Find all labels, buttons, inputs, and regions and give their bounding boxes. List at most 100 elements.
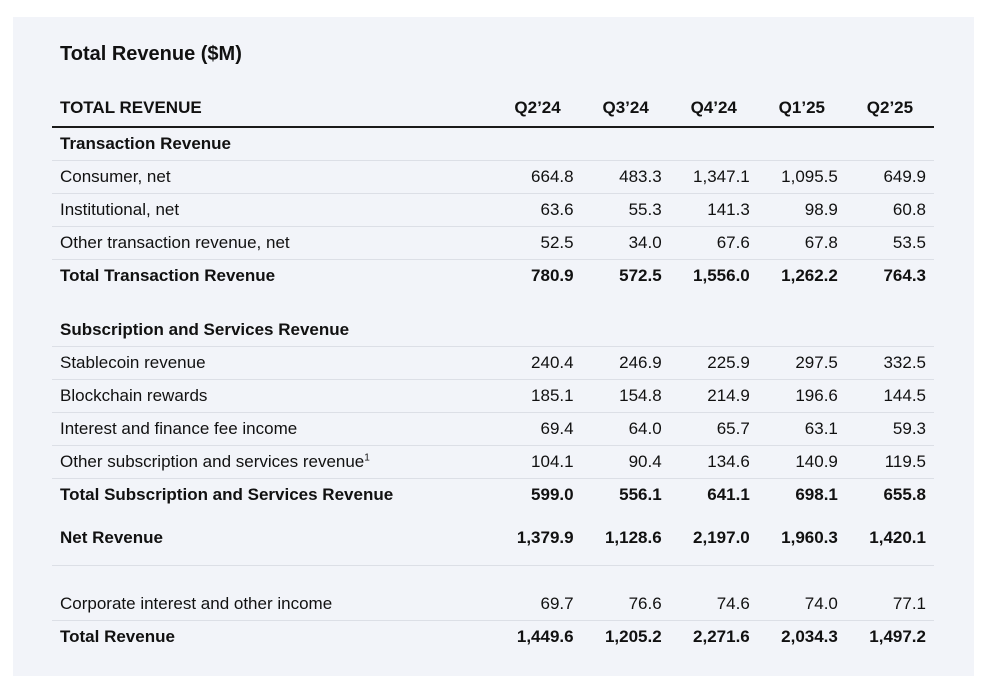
row-label: Consumer, net <box>52 160 494 194</box>
cell-value: 2,271.6 <box>693 627 750 646</box>
cell-value: 214.9 <box>669 379 758 413</box>
cell-value: 74.0 <box>757 588 846 621</box>
cell-value: 64.0 <box>581 412 670 446</box>
cell-value: 74.6 <box>669 588 758 621</box>
cell-value: 572.5 <box>619 266 662 285</box>
cell-value: 297.5 <box>757 346 846 380</box>
row-label: Interest and finance fee income <box>52 412 494 446</box>
table-row: Other subscription and services revenue1… <box>52 445 934 479</box>
cell-value: 2,034.3 <box>781 627 838 646</box>
row-label: Blockchain rewards <box>52 379 494 413</box>
table-row: Corporate interest and other income 69.7… <box>52 588 934 621</box>
revenue-table: TOTAL REVENUE Q2’24 Q3’24 Q4’24 Q1’25 Q2… <box>52 89 934 653</box>
cell-value: 764.3 <box>883 266 926 285</box>
header-period: Q1’25 <box>757 89 846 128</box>
cell-value: 63.6 <box>493 193 582 227</box>
row-label: Net Revenue <box>52 511 494 566</box>
cell-value: 59.3 <box>845 412 934 446</box>
cell-value: 65.7 <box>669 412 758 446</box>
net-revenue-row: Net Revenue 1,379.9 1,128.6 2,197.0 1,96… <box>52 511 934 566</box>
section-heading: Transaction Revenue <box>52 127 494 161</box>
row-label-text: Other subscription and services revenue <box>60 452 365 471</box>
cell-value: 119.5 <box>845 445 934 479</box>
cell-value: 1,379.9 <box>493 511 582 566</box>
cell-value: 1,960.3 <box>757 511 846 566</box>
table-row: Other transaction revenue, net 52.5 34.0… <box>52 226 934 260</box>
cell-value: 483.3 <box>581 160 670 194</box>
cell-value: 90.4 <box>581 445 670 479</box>
cell-value: 1,497.2 <box>869 627 926 646</box>
table-row: Institutional, net 63.6 55.3 141.3 98.9 … <box>52 193 934 227</box>
cell-value: 641.1 <box>707 485 750 504</box>
cell-value: 240.4 <box>493 346 582 380</box>
cell-value: 1,095.5 <box>757 160 846 194</box>
cell-value: 664.8 <box>493 160 582 194</box>
cell-value: 98.9 <box>757 193 846 227</box>
row-label: Total Transaction Revenue <box>60 266 276 285</box>
total-row: Total Transaction Revenue 780.9 572.5 1,… <box>52 260 934 293</box>
cell-value: 1,128.6 <box>581 511 670 566</box>
cell-value: 1,556.0 <box>693 266 750 285</box>
row-label: Corporate interest and other income <box>52 588 494 621</box>
row-label: Total Revenue <box>60 627 175 646</box>
spacer-row <box>52 292 934 314</box>
header-row: TOTAL REVENUE Q2’24 Q3’24 Q4’24 Q1’25 Q2… <box>52 89 934 128</box>
row-label: Stablecoin revenue <box>52 346 494 380</box>
table-row: Stablecoin revenue 240.4 246.9 225.9 297… <box>52 346 934 380</box>
header-label: TOTAL REVENUE <box>52 89 494 128</box>
cell-value: 104.1 <box>493 445 582 479</box>
row-label: Other transaction revenue, net <box>52 226 494 260</box>
total-revenue-row: Total Revenue 1,449.6 1,205.2 2,271.6 2,… <box>52 621 934 654</box>
cell-value: 134.6 <box>669 445 758 479</box>
footnote-marker: 1 <box>364 452 370 464</box>
cell-value: 1,347.1 <box>669 160 758 194</box>
cell-value: 67.8 <box>757 226 846 260</box>
cell-value: 698.1 <box>795 485 838 504</box>
cell-value: 67.6 <box>669 226 758 260</box>
section-heading-row: Subscription and Services Revenue <box>52 314 934 347</box>
row-label: Total Subscription and Services Revenue <box>60 485 394 504</box>
cell-value: 52.5 <box>493 226 582 260</box>
cell-value: 53.5 <box>845 226 934 260</box>
table-row: Consumer, net 664.8 483.3 1,347.1 1,095.… <box>52 160 934 194</box>
row-label: Institutional, net <box>52 193 494 227</box>
cell-value: 649.9 <box>845 160 934 194</box>
cell-value: 780.9 <box>531 266 574 285</box>
cell-value: 1,420.1 <box>845 511 934 566</box>
table-row: Interest and finance fee income 69.4 64.… <box>52 412 934 446</box>
section-heading-row: Transaction Revenue <box>52 127 934 161</box>
header-period: Q3’24 <box>581 89 670 128</box>
cell-value: 154.8 <box>581 379 670 413</box>
cell-value: 246.9 <box>581 346 670 380</box>
cell-value: 63.1 <box>757 412 846 446</box>
cell-value: 599.0 <box>531 485 574 504</box>
cell-value: 332.5 <box>845 346 934 380</box>
spacer-row <box>52 566 934 589</box>
table-row: Blockchain rewards 185.1 154.8 214.9 196… <box>52 379 934 413</box>
cell-value: 34.0 <box>581 226 670 260</box>
cell-value: 196.6 <box>757 379 846 413</box>
cell-value: 2,197.0 <box>669 511 758 566</box>
cell-value: 1,262.2 <box>781 266 838 285</box>
cell-value: 655.8 <box>883 485 926 504</box>
cell-value: 55.3 <box>581 193 670 227</box>
row-label: Other subscription and services revenue1 <box>52 445 494 479</box>
cell-value: 185.1 <box>493 379 582 413</box>
cell-value: 144.5 <box>845 379 934 413</box>
cell-value: 69.7 <box>493 588 582 621</box>
cell-value: 1,449.6 <box>516 627 574 646</box>
revenue-card: Total Revenue ($M) TOTAL REVENUE Q2’24 Q… <box>13 17 974 676</box>
cell-value: 76.6 <box>581 588 670 621</box>
page-title: Total Revenue ($M) <box>60 43 242 65</box>
cell-value: 77.1 <box>845 588 934 621</box>
cell-value: 60.8 <box>845 193 934 227</box>
section-heading: Subscription and Services Revenue <box>52 314 494 347</box>
header-period: Q4’24 <box>669 89 758 128</box>
cell-value: 225.9 <box>669 346 758 380</box>
header-period: Q2’24 <box>493 89 582 128</box>
cell-value: 556.1 <box>619 485 662 504</box>
cell-value: 140.9 <box>757 445 846 479</box>
cell-value: 141.3 <box>669 193 758 227</box>
cell-value: 69.4 <box>493 412 582 446</box>
total-row: Total Subscription and Services Revenue … <box>52 479 934 512</box>
